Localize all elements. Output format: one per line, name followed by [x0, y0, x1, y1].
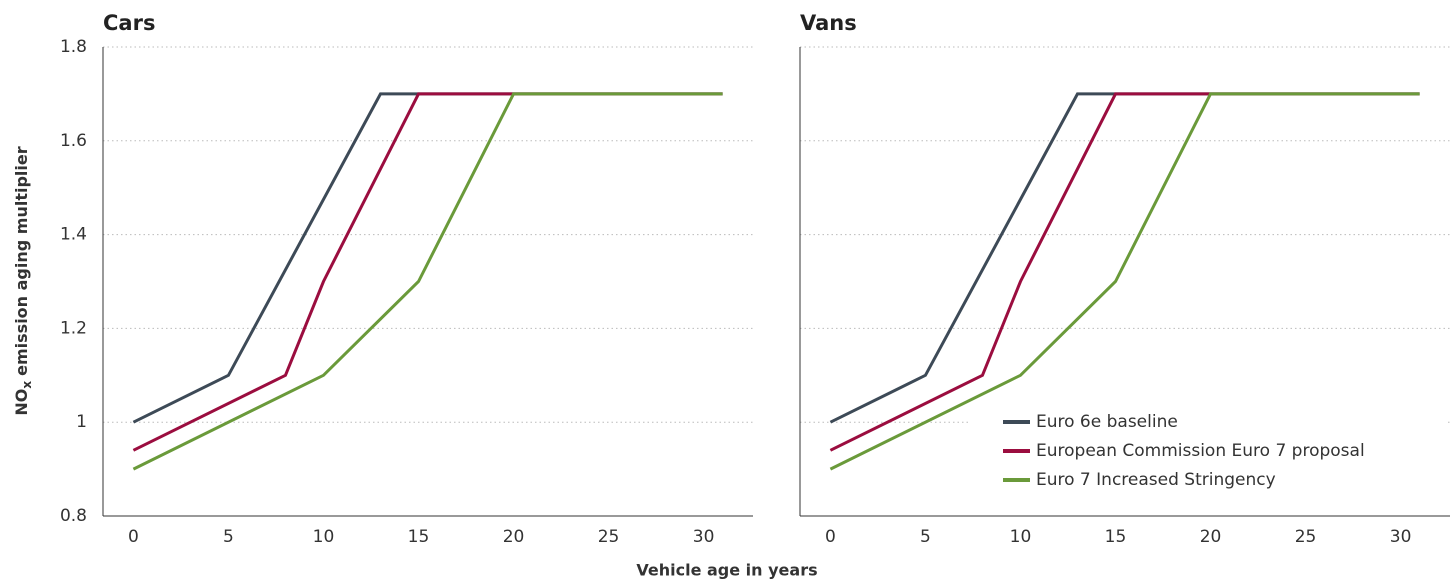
x-tick-label: 30 [693, 527, 715, 547]
y-tick-label: 0.8 [60, 506, 87, 526]
series-line [829, 92, 1420, 452]
y-axis-label-sub: x [20, 381, 34, 389]
chart-title: Cars [103, 11, 155, 35]
y-tick-label: 1 [76, 412, 87, 432]
series-line [829, 92, 1420, 424]
x-tick-label: 5 [920, 527, 931, 547]
x-tick-label: 15 [1105, 527, 1127, 547]
legend-label: Euro 7 Increased Stringency [1036, 470, 1276, 490]
y-tick-label: 1.6 [60, 131, 87, 151]
x-axis-label: Vehicle age in years [636, 561, 817, 580]
series-line [132, 92, 723, 424]
y-axis-label: NOx emission aging multiplier [12, 146, 34, 415]
x-tick-label: 30 [1390, 527, 1412, 547]
x-tick-label: 0 [128, 527, 139, 547]
chart-title: Vans [800, 11, 857, 35]
y-tick-label: 1.2 [60, 318, 87, 338]
x-tick-label: 25 [1295, 527, 1317, 547]
x-tick-label: 25 [598, 527, 620, 547]
x-tick-label: 10 [313, 527, 335, 547]
x-tick-label: 5 [223, 527, 234, 547]
legend-label: Euro 6e baseline [1036, 412, 1178, 432]
legend-label: European Commission Euro 7 proposal [1036, 441, 1365, 461]
x-tick-label: 20 [1200, 527, 1222, 547]
y-tick-label: 1.8 [60, 37, 87, 57]
x-tick-label: 20 [503, 527, 525, 547]
x-tick-label: 0 [825, 527, 836, 547]
series-line [132, 92, 723, 471]
series-line [132, 92, 723, 452]
y-tick-label: 1.4 [60, 225, 87, 245]
series-line [829, 92, 1420, 471]
y-axis-label-rest: emission aging multiplier [12, 146, 31, 376]
x-tick-label: 10 [1010, 527, 1032, 547]
legend-background [968, 406, 1448, 496]
x-tick-label: 15 [408, 527, 430, 547]
y-axis-label-main: NO [12, 389, 31, 416]
